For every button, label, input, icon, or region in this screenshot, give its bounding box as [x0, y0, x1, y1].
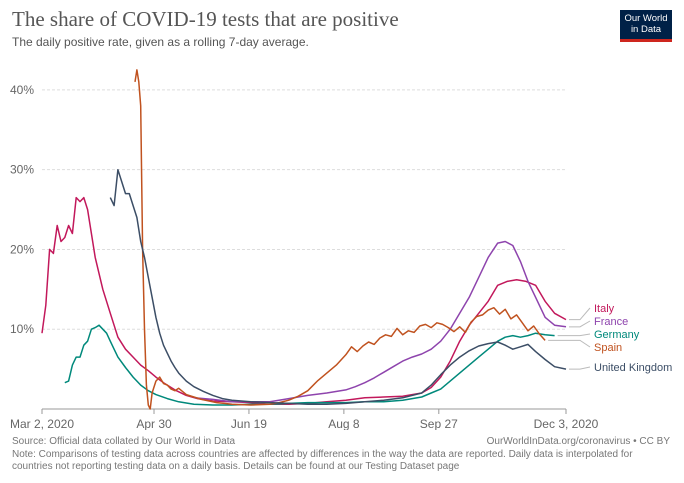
footnote-line-2: countries not reporting testing data on …	[12, 461, 460, 472]
y-tick-label: 10%	[10, 322, 34, 336]
grid-lines	[42, 89, 566, 330]
series-lines	[41, 69, 567, 410]
chart-subtitle: The daily positive rate, given as a roll…	[12, 35, 309, 49]
series-line-germany[interactable]	[64, 324, 555, 406]
owid-logo[interactable]: Our World in Data	[620, 10, 672, 42]
y-axis-ticks: 10% 20% 30% 40%	[10, 83, 34, 336]
series-line-united-kingdom[interactable]	[109, 168, 567, 405]
x-tick-label: Dec 3, 2020	[534, 417, 599, 430]
series-line-spain[interactable]	[134, 69, 546, 410]
legend-label[interactable]: France	[594, 316, 628, 328]
legend-connector	[569, 320, 591, 328]
x-tick-label: Apr 30	[136, 417, 172, 430]
line-chart: 10% 20% 30% 40% Mar 2, 2020 Apr 30 Jun 19 Aug …	[10, 69, 672, 430]
logo-line-1: Our World	[624, 13, 668, 24]
legend-connector	[569, 307, 591, 321]
x-axis: Mar 2, 2020 Apr 30 Jun 19 Aug 8 Sep 27 Dec 3,…	[10, 408, 599, 430]
chart-title: The share of COVID-19 tests that are pos…	[12, 7, 399, 31]
footnote-line-1: Note: Comparisons of testing data across…	[12, 449, 633, 460]
y-tick-label: 20%	[10, 242, 34, 256]
legend-label[interactable]: Spain	[594, 342, 622, 354]
legend-connector	[569, 366, 591, 370]
x-tick-label: Aug 8	[328, 417, 360, 430]
x-tick-label: Sep 27	[420, 417, 458, 430]
legend-label[interactable]: Germany	[594, 329, 640, 341]
y-tick-label: 30%	[10, 163, 34, 177]
logo-accent-bar	[620, 39, 672, 42]
legend-label[interactable]: Italy	[594, 303, 615, 315]
logo-line-2: in Data	[630, 24, 662, 35]
owid-url-link[interactable]: OurWorldInData.org/coronavirus • CC BY	[486, 436, 670, 447]
y-tick-label: 40%	[10, 83, 34, 97]
series-line-italy[interactable]	[41, 196, 567, 405]
legend-connector	[557, 333, 591, 337]
x-tick-label: Mar 2, 2020	[10, 417, 74, 430]
legend-label[interactable]: United Kingdom	[594, 362, 672, 374]
x-tick-label: Jun 19	[231, 417, 267, 430]
legend-connector	[548, 339, 591, 348]
source-note: Source: Official data collated by Our Wo…	[12, 436, 236, 447]
series-line-france[interactable]	[193, 240, 567, 403]
